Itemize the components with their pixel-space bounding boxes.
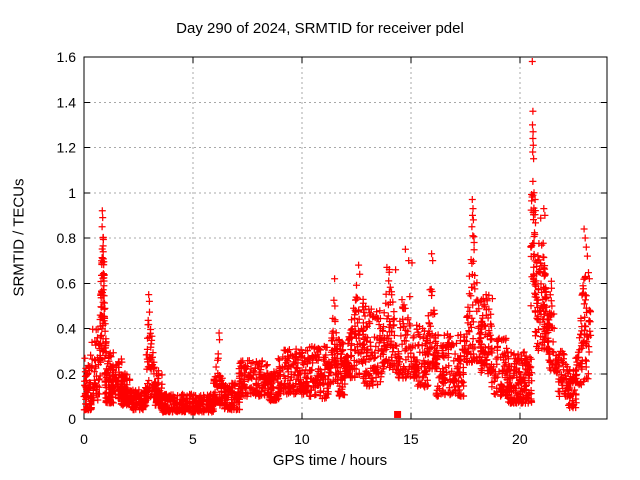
scatter-points (80, 58, 595, 416)
y-tick-label: 1.6 (57, 49, 77, 65)
y-tick-label: 0.8 (57, 230, 77, 246)
y-tick-label: 0.4 (57, 321, 77, 337)
flagged-point-marker (394, 410, 402, 418)
y-tick-label: 1.2 (57, 140, 77, 156)
x-tick-label: 20 (512, 431, 528, 447)
y-tick-label: 0.6 (57, 275, 77, 291)
x-axis-label: GPS time / hours (272, 452, 388, 469)
x-tick-label: 15 (403, 431, 419, 447)
x-tick-label: 5 (189, 431, 197, 447)
y-tick-label: 1.4 (57, 94, 77, 110)
y-tick-label: 1 (68, 185, 76, 201)
chart-title: Day 290 of 2024, SRMTID for receiver pde… (176, 20, 464, 37)
x-tick-label: 0 (80, 431, 88, 447)
x-tick-label: 10 (294, 431, 310, 447)
y-tick-label: 0.2 (57, 366, 77, 382)
y-tick-label: 0 (68, 411, 76, 427)
